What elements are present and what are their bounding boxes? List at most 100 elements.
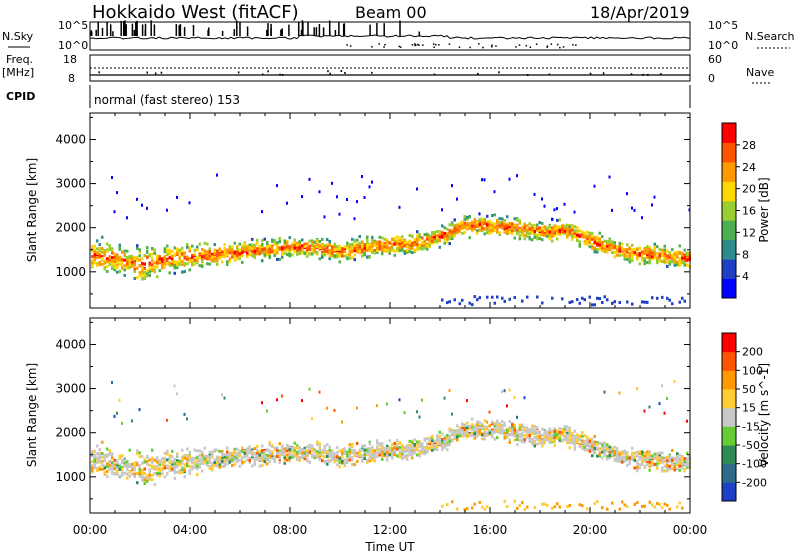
echo-cell [646, 245, 649, 249]
echo-cell [526, 228, 529, 232]
echo-cell [228, 248, 231, 252]
echo-cell [386, 446, 389, 450]
echo-cell [451, 430, 454, 434]
echo-cell [216, 173, 218, 177]
echo-cell [606, 445, 609, 449]
echo-cell [146, 246, 149, 250]
echo-cell [306, 242, 309, 246]
echo-cell [493, 190, 496, 194]
echo-cell [623, 248, 626, 252]
echo-cell [401, 239, 404, 243]
echo-cell [111, 452, 114, 456]
echo-cell [566, 234, 569, 238]
echo-cell [683, 261, 686, 265]
echo-cell [136, 256, 139, 259]
echo-cell [298, 449, 301, 453]
echo-cell [361, 254, 364, 258]
echo-cell [406, 240, 409, 244]
echo-cell [541, 439, 544, 443]
echo-cell [181, 459, 184, 463]
echo-cell [341, 455, 344, 459]
echo-cell [418, 234, 421, 238]
echo-cell [446, 234, 449, 237]
echo-cell [128, 448, 131, 452]
echo-cell [423, 243, 426, 247]
echo-cell [138, 271, 141, 275]
echo-cell [133, 472, 136, 476]
echo-cell [268, 443, 271, 447]
nsearch-dot [383, 46, 385, 48]
echo-cell [558, 426, 561, 430]
echo-cell [673, 456, 676, 460]
echo-cell [148, 267, 151, 271]
echo-cell [118, 398, 121, 402]
echo-cell [118, 269, 121, 273]
echo-cell [176, 465, 179, 469]
echo-cell [118, 456, 121, 460]
echo-cell [678, 464, 681, 468]
echo-cell [328, 243, 331, 247]
echo-cell [213, 448, 216, 452]
echo-cell [286, 446, 289, 450]
echo-cell [601, 443, 604, 447]
echo-cell [116, 257, 119, 261]
freq-dot [262, 73, 264, 76]
echo-cell [678, 262, 681, 266]
echo-cell [651, 454, 654, 458]
echo-cell [108, 259, 111, 263]
echo-cell [378, 244, 381, 248]
echo-cell [513, 433, 516, 437]
echo-cell [93, 248, 96, 252]
echo-cell [378, 451, 381, 455]
echo-cell [598, 237, 601, 241]
echo-cell [286, 453, 289, 457]
echo-cell [558, 432, 561, 436]
echo-cell [463, 225, 466, 229]
echo-cell [141, 455, 144, 459]
echo-cell [436, 234, 439, 238]
echo-cell [486, 227, 489, 231]
echo-cell [496, 220, 499, 223]
echo-cell [431, 442, 434, 446]
echo-cell [208, 461, 211, 465]
echo-cell [476, 298, 479, 302]
echo-cell [283, 246, 286, 250]
echo-cell [218, 247, 221, 251]
echo-cell [168, 461, 171, 465]
echo-cell [568, 441, 571, 445]
echo-cell [306, 246, 309, 250]
echo-cell [588, 238, 591, 242]
echo-cell [301, 448, 304, 452]
echo-cell [411, 456, 414, 460]
echo-cell [376, 455, 379, 458]
freq-tick-bottom: 8 [68, 72, 75, 85]
echo-cell [176, 260, 179, 264]
echo-cell [438, 231, 441, 235]
echo-cell [481, 437, 484, 441]
echo-cell [258, 449, 261, 453]
echo-cell [541, 221, 544, 225]
echo-cell [478, 228, 481, 232]
echo-cell [343, 254, 346, 258]
echo-cell [591, 237, 594, 241]
echo-cell [623, 257, 626, 261]
echo-cell [336, 452, 339, 456]
echo-cell [148, 469, 151, 473]
echo-cell [596, 500, 599, 504]
echo-cell [606, 455, 609, 459]
echo-cell [378, 443, 381, 447]
echo-cell [393, 253, 396, 257]
colorbar-swatch [722, 426, 736, 446]
echo-cell [408, 447, 411, 450]
echo-cell [121, 421, 123, 425]
echo-cell [356, 250, 359, 254]
echo-cell [213, 257, 216, 260]
echo-cell [676, 254, 679, 258]
echo-cell [466, 421, 469, 425]
echo-cell [336, 458, 339, 462]
echo-cell [443, 231, 446, 235]
echo-cell [131, 419, 133, 423]
echo-cell [151, 456, 154, 460]
echo-cell [601, 249, 604, 253]
echo-cell [416, 187, 418, 191]
